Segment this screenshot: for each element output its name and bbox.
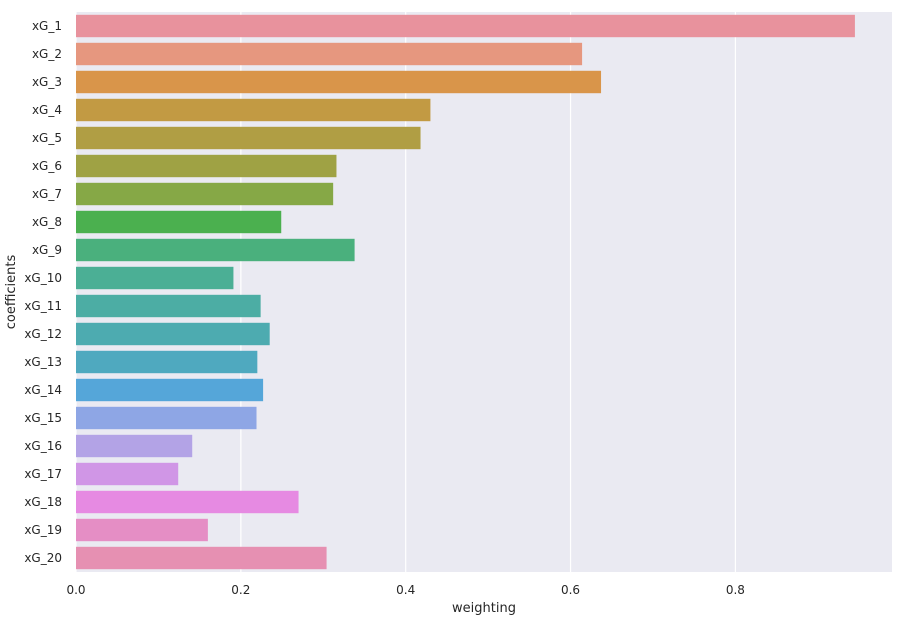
bar-xG_3 [76, 70, 602, 94]
bar-xG_9 [76, 238, 355, 262]
y-tick-label: xG_3 [32, 75, 62, 89]
x-axis-label: weighting [452, 601, 516, 616]
y-tick-label: xG_18 [24, 495, 62, 509]
y-tick-label: xG_14 [24, 383, 62, 397]
bar-xG_17 [76, 462, 179, 486]
x-tick-label: 0.8 [726, 583, 745, 597]
x-tick-label: 0.2 [231, 583, 250, 597]
y-tick-label: xG_2 [32, 47, 62, 61]
y-tick-label: xG_13 [24, 355, 62, 369]
bar-xG_2 [76, 42, 583, 66]
y-tick-label: xG_10 [24, 271, 62, 285]
y-tick-label: xG_8 [32, 215, 62, 229]
y-tick-label: xG_7 [32, 187, 62, 201]
y-tick-label: xG_15 [24, 411, 62, 425]
x-tick-label: 0.6 [561, 583, 580, 597]
y-tick-label: xG_9 [32, 243, 62, 257]
bar-xG_16 [76, 434, 193, 458]
bar-xG_4 [76, 98, 431, 122]
y-tick-label: xG_11 [24, 299, 62, 313]
y-tick-label: xG_5 [32, 131, 62, 145]
bar-xG_18 [76, 490, 299, 514]
y-tick-label: xG_20 [24, 551, 62, 565]
y-tick-label: xG_16 [24, 439, 62, 453]
y-tick-label: xG_17 [24, 467, 62, 481]
x-tick-labels: 0.0 0.2 0.4 0.6 0.8 [66, 583, 744, 597]
bar-xG_6 [76, 154, 337, 178]
bars [76, 14, 855, 570]
bar-xG_8 [76, 210, 282, 234]
y-tick-label: xG_4 [32, 103, 62, 117]
bar-xG_20 [76, 546, 327, 570]
bar-xG_19 [76, 518, 208, 542]
bar-xG_10 [76, 266, 234, 290]
bar-xG_15 [76, 406, 257, 430]
y-tick-label: xG_12 [24, 327, 62, 341]
y-tick-label: xG_6 [32, 159, 62, 173]
y-tick-labels: xG_1 xG_2 xG_3 xG_4 xG_5 xG_6 xG_7 xG_8 xG_9 xG_1… [24, 19, 62, 565]
bar-xG_12 [76, 322, 270, 346]
bar-xG_11 [76, 294, 261, 318]
bar-xG_1 [76, 14, 855, 38]
y-axis-label: coefficients [4, 255, 19, 330]
plot-area [76, 12, 892, 572]
x-tick-label: 0.4 [396, 583, 415, 597]
bar-xG_7 [76, 182, 334, 206]
bar-xG_14 [76, 378, 264, 402]
x-tick-label: 0.0 [66, 583, 85, 597]
bar-xG_13 [76, 350, 258, 374]
bar-xG_5 [76, 126, 421, 150]
y-tick-label: xG_1 [32, 19, 62, 33]
y-tick-label: xG_19 [24, 523, 62, 537]
